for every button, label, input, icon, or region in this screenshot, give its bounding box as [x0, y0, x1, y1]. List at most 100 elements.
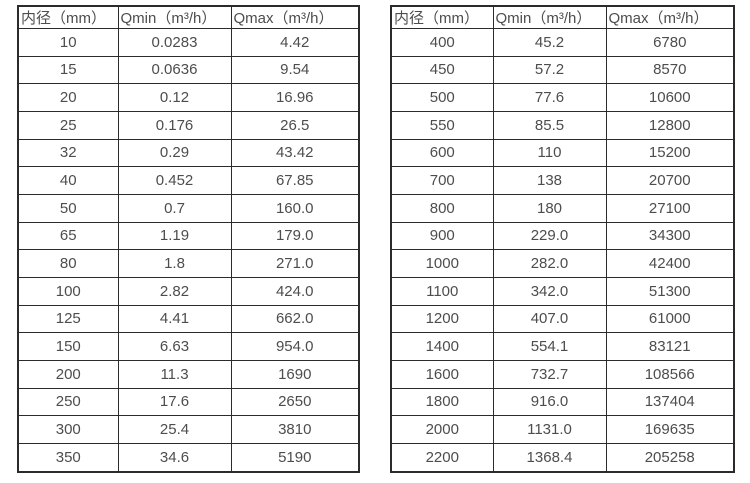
table-row: 65 1.19 179.0: [17, 221, 360, 251]
table-cell: 282.0: [492, 249, 607, 278]
table-cell: 9.54: [230, 55, 360, 85]
table-row: 32 0.29 43.42: [17, 138, 360, 168]
header-row: 内径（mm） Qmin（m³/h） Qmax（m³/h）: [390, 5, 735, 29]
table-cell: 10: [17, 28, 119, 57]
table-cell: 34300: [605, 221, 735, 251]
table-cell: 6780: [605, 28, 735, 57]
flow-table-large-diameters: 内径（mm） Qmin（m³/h） Qmax（m³/h） 400 45.2 6780…: [390, 5, 735, 473]
table-row: 80 1.8 271.0: [17, 249, 360, 278]
table-cell: 180: [492, 193, 607, 223]
table-row: 600 110 15200: [390, 138, 735, 168]
table-row: 50 0.7 160.0: [17, 193, 360, 223]
header-diameter: 内径（mm）: [390, 5, 494, 29]
table-row: 1200 407.0 61000: [390, 304, 735, 334]
table-cell: 80: [17, 249, 119, 278]
table-row: 25 0.176 26.5: [17, 110, 360, 140]
table-cell: 108566: [605, 359, 735, 389]
table-cell: 0.0283: [117, 28, 232, 57]
table-row: 1600 732.7 108566: [390, 359, 735, 389]
table-cell: 51300: [605, 276, 735, 306]
table-row: 125 4.41 662.0: [17, 304, 360, 334]
table-cell: 65: [17, 221, 119, 251]
table-row: 300 25.4 3810: [17, 415, 360, 444]
table-cell: 77.6: [492, 83, 607, 112]
table-cell: 125: [17, 304, 119, 334]
table-cell: 160.0: [230, 193, 360, 223]
table-cell: 27100: [605, 193, 735, 223]
table-cell: 20700: [605, 166, 735, 195]
table-cell: 85.5: [492, 110, 607, 140]
table-cell: 169635: [605, 415, 735, 444]
table-cell: 229.0: [492, 221, 607, 251]
header-diameter: 内径（mm）: [17, 5, 119, 29]
table-cell: 10600: [605, 83, 735, 112]
table-cell: 400: [390, 28, 494, 57]
table-header: 内径（mm） Qmin（m³/h） Qmax（m³/h）: [390, 5, 735, 29]
table-row: 450 57.2 8570: [390, 55, 735, 85]
table-cell: 100: [17, 276, 119, 306]
table-cell: 600: [390, 138, 494, 168]
table-row: 1400 554.1 83121: [390, 332, 735, 361]
table-cell: 138: [492, 166, 607, 195]
table-cell: 550: [390, 110, 494, 140]
table-cell: 25.4: [117, 415, 232, 444]
table-cell: 26.5: [230, 110, 360, 140]
table-row: 1800 916.0 137404: [390, 387, 735, 417]
table-row: 200 11.3 1690: [17, 359, 360, 389]
table-cell: 205258: [605, 442, 735, 473]
table-row: 1100 342.0 51300: [390, 276, 735, 306]
table-cell: 0.12: [117, 83, 232, 112]
table-cell: 200: [17, 359, 119, 389]
table-row: 40 0.452 67.85: [17, 166, 360, 195]
table-cell: 407.0: [492, 304, 607, 334]
table-cell: 20: [17, 83, 119, 112]
table-cell: 2.82: [117, 276, 232, 306]
table-row: 400 45.2 6780: [390, 28, 735, 57]
table-cell: 350: [17, 442, 119, 473]
table-cell: 800: [390, 193, 494, 223]
table-cell: 2000: [390, 415, 494, 444]
table-cell: 6.63: [117, 332, 232, 361]
table-cell: 916.0: [492, 387, 607, 417]
table-cell: 450: [390, 55, 494, 85]
table-cell: 500: [390, 83, 494, 112]
table-cell: 40: [17, 166, 119, 195]
table-cell: 0.0636: [117, 55, 232, 85]
table-cell: 732.7: [492, 359, 607, 389]
table-cell: 45.2: [492, 28, 607, 57]
table-cell: 250: [17, 387, 119, 417]
header-qmax: Qmax（m³/h）: [230, 5, 360, 29]
table-cell: 1.19: [117, 221, 232, 251]
table-cell: 1368.4: [492, 442, 607, 473]
table-cell: 424.0: [230, 276, 360, 306]
table-row: 150 6.63 954.0: [17, 332, 360, 361]
table-cell: 1200: [390, 304, 494, 334]
header-row: 内径（mm） Qmin（m³/h） Qmax（m³/h）: [17, 5, 360, 29]
table-cell: 700: [390, 166, 494, 195]
table-cell: 1690: [230, 359, 360, 389]
table-cell: 1131.0: [492, 415, 607, 444]
table-cell: 5190: [230, 442, 360, 473]
table-cell: 57.2: [492, 55, 607, 85]
table-cell: 12800: [605, 110, 735, 140]
table-cell: 1000: [390, 249, 494, 278]
table-cell: 25: [17, 110, 119, 140]
table-cell: 0.7: [117, 193, 232, 223]
table-cell: 0.176: [117, 110, 232, 140]
table-cell: 137404: [605, 387, 735, 417]
table-cell: 271.0: [230, 249, 360, 278]
table-cell: 2200: [390, 442, 494, 473]
table-row: 350 34.6 5190: [17, 442, 360, 473]
table-row: 100 2.82 424.0: [17, 276, 360, 306]
table-cell: 42400: [605, 249, 735, 278]
table-row: 2200 1368.4 205258: [390, 442, 735, 473]
table-cell: 150: [17, 332, 119, 361]
table-row: 250 17.6 2650: [17, 387, 360, 417]
table-cell: 34.6: [117, 442, 232, 473]
table-row: 10 0.0283 4.42: [17, 28, 360, 57]
table-cell: 342.0: [492, 276, 607, 306]
table-row: 700 138 20700: [390, 166, 735, 195]
table-cell: 4.41: [117, 304, 232, 334]
table-cell: 43.42: [230, 138, 360, 168]
flow-table-small-diameters: 内径（mm） Qmin（m³/h） Qmax（m³/h） 10 0.0283 4.4…: [17, 5, 360, 473]
